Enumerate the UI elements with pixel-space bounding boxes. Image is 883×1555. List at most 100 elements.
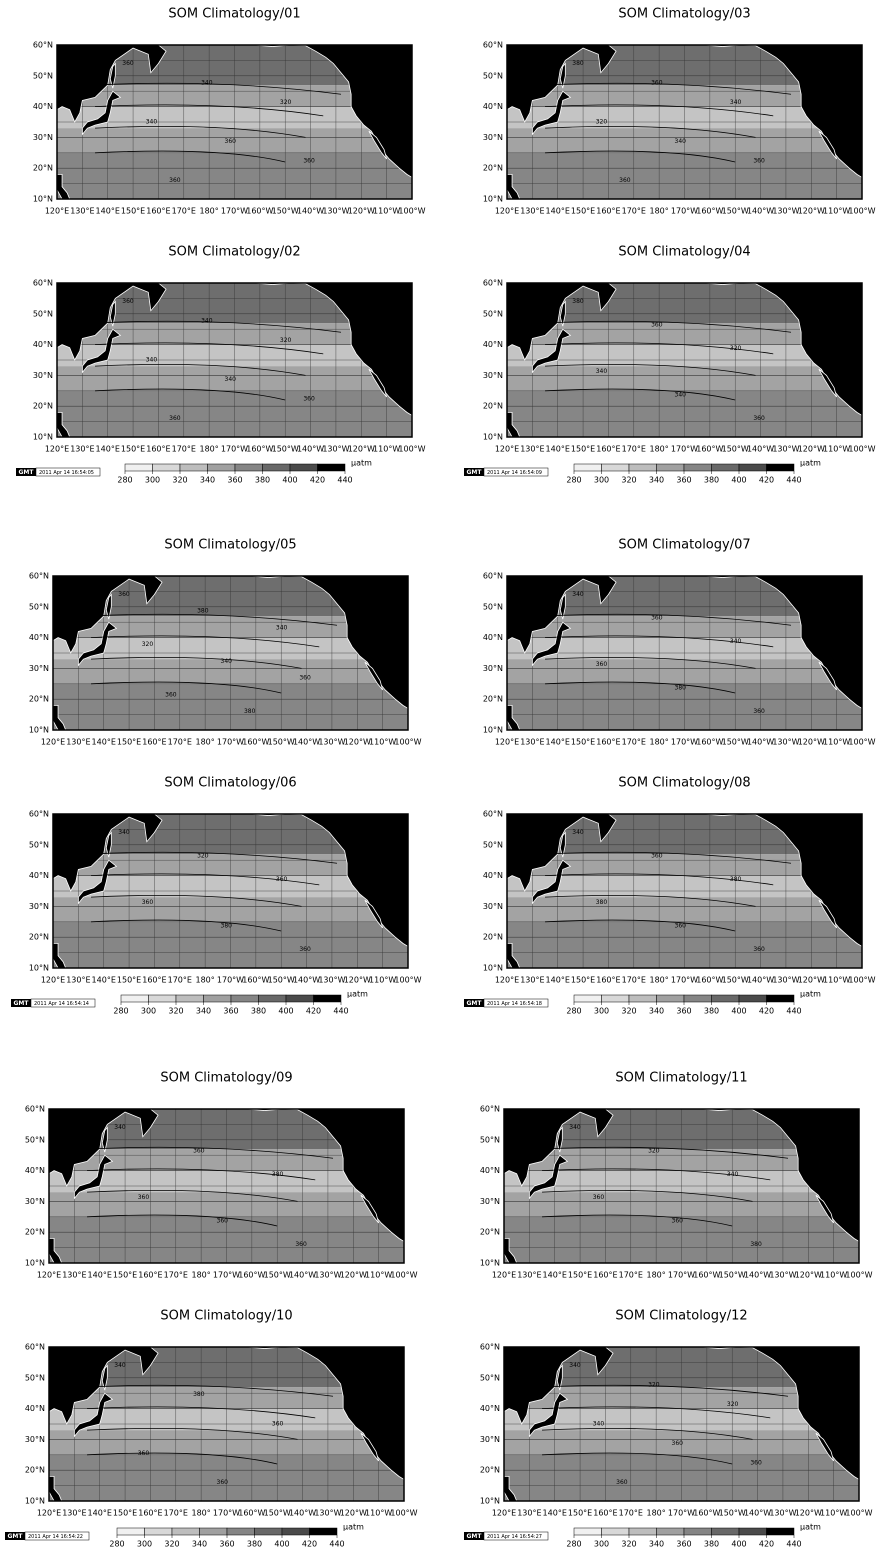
land [77,859,118,905]
colorbar-box [628,1527,657,1536]
colorbar-label: 360 [219,1540,234,1549]
lon-tick-label: 170°W [671,445,698,454]
land [77,621,118,667]
land [364,661,384,691]
colorbar-box [175,994,204,1003]
contour-label: 360 [651,79,663,86]
logo-box [464,468,484,476]
contour-line [545,873,774,886]
contour-line [91,895,302,907]
contour-label: 340 [118,829,130,836]
colorbar-box [281,1527,310,1536]
colorbar-label: 300 [594,1007,609,1016]
contour-line [91,635,320,648]
lon-tick-label: 150°E [113,1509,137,1518]
lat-tick-label: 40°N [483,340,503,349]
contour-label: 340 [572,591,584,598]
colorbar-label: 320 [621,1007,636,1016]
colorbar-label: 400 [731,476,746,485]
lon-tick-label: 130°E [517,1271,541,1280]
lat-tick-label: 40°N [29,633,49,642]
lat-tick-label: 40°N [480,1166,500,1175]
contour-label: 380 [221,923,233,930]
contour-label: 360 [138,1194,150,1201]
lon-tick-label: 120°E [495,738,519,747]
colorbar-label: 420 [306,1007,321,1016]
contour-line [95,320,342,333]
land [109,300,116,327]
lon-tick-label: 170°E [619,1509,643,1518]
lon-tick-label: 140°W [297,445,324,454]
colorbar-box [148,994,177,1003]
colorbar-unit: µatm [351,459,372,468]
lat-tick-label: 10°N [483,433,503,442]
colorbar-label: 320 [168,1007,183,1016]
lat-tick-label: 60°N [483,279,503,288]
lat-tick-label: 10°N [483,195,503,204]
lon-tick-label: 160°W [693,1271,720,1280]
contour-label: 340 [201,317,213,324]
contour-label: 380 [244,708,256,715]
land [528,1154,569,1200]
lat-tick-label: 30°N [483,902,503,911]
colorbar-label: 420 [759,476,774,485]
lat-tick-label: 20°N [25,1228,45,1237]
lat-tick-label: 10°N [33,433,53,442]
colorbar-label: 360 [227,476,242,485]
contour-line [542,1146,789,1159]
colorbar-box [262,463,291,472]
land [250,813,409,948]
lon-tick-label: 170°E [622,976,646,985]
contour-label: 360 [142,899,154,906]
lon-tick-label: 160°E [596,738,620,747]
map-frame [52,813,409,969]
lon-tick-label: 170°E [172,445,196,454]
contour-label: 340 [276,624,288,631]
contour-label: 360 [169,177,181,184]
timestamp: 2011 Apr 14 16:54:22 [28,1534,83,1540]
contour-label: 380 [675,685,687,692]
colorbar-label: 380 [704,1540,719,1549]
land [531,90,572,136]
colorbar-label: 320 [164,1540,179,1549]
lat-tick-label: 20°N [480,1466,500,1475]
lon-tick-label: 120°E [45,445,69,454]
lon-tick-label: 180° [196,738,215,747]
lat-tick-label: 50°N [25,1135,45,1144]
contour-label: 320 [727,1401,739,1408]
lon-tick-label: 160°W [696,207,723,216]
lat-tick-label: 20°N [483,933,503,942]
lon-tick-label: 160°W [242,738,269,747]
contour-label: 360 [675,923,687,930]
lon-tick-label: 170°W [671,207,698,216]
lat-tick-label: 40°N [483,102,503,111]
lon-tick-label: 180° [647,1271,666,1280]
lon-tick-label: 150°E [117,738,141,747]
colorbar-unit: µatm [343,1523,364,1532]
logo: GMT [19,469,35,476]
land [503,1108,614,1187]
lon-tick-label: 110°W [373,207,400,216]
lon-tick-label: 150°E [571,445,595,454]
contour-label: 360 [651,852,663,859]
colorbar-label: 300 [594,476,609,485]
lon-tick-label: 130°E [62,1509,86,1518]
colorbar-box [171,1527,200,1536]
lon-tick-label: 140°W [289,1271,316,1280]
lat-tick-label: 20°N [483,164,503,173]
contour-label: 360 [753,708,765,715]
lat-tick-label: 30°N [29,902,49,911]
timestamp-box [483,998,549,1008]
lat-tick-label: 30°N [483,133,503,142]
contour-line [87,1428,298,1440]
land [559,62,566,89]
lon-tick-label: 120°E [495,976,519,985]
lon-tick-label: 120°E [45,207,69,216]
lon-tick-label: 170°W [217,976,244,985]
contour-line [545,320,792,333]
lon-tick-label: 120°E [41,976,65,985]
land [48,1346,159,1425]
